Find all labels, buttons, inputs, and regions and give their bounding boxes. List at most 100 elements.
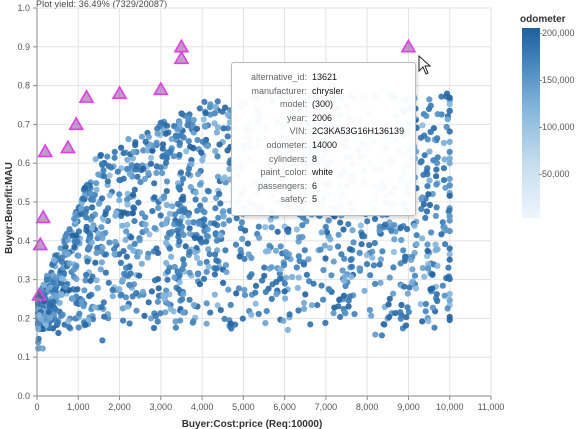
- data-point[interactable]: [340, 292, 348, 299]
- data-point[interactable]: [424, 183, 431, 190]
- data-point[interactable]: [116, 286, 123, 293]
- data-point[interactable]: [111, 154, 118, 161]
- data-point[interactable]: [116, 251, 123, 258]
- data-point[interactable]: [47, 301, 54, 308]
- data-point[interactable]: [404, 226, 411, 233]
- data-point[interactable]: [168, 228, 176, 235]
- data-point[interactable]: [412, 285, 420, 292]
- data-point[interactable]: [82, 321, 89, 328]
- data-point[interactable]: [441, 292, 448, 299]
- data-point[interactable]: [391, 236, 398, 243]
- data-point[interactable]: [446, 245, 453, 252]
- data-point[interactable]: [220, 125, 227, 132]
- data-point[interactable]: [169, 203, 176, 210]
- data-point[interactable]: [161, 194, 168, 201]
- data-point[interactable]: [98, 161, 106, 168]
- data-point[interactable]: [381, 321, 388, 328]
- data-point[interactable]: [222, 247, 229, 254]
- data-point[interactable]: [119, 276, 127, 283]
- data-point[interactable]: [444, 305, 451, 312]
- data-point[interactable]: [163, 259, 170, 267]
- data-point[interactable]: [100, 167, 107, 174]
- data-point[interactable]: [130, 191, 137, 198]
- data-point[interactable]: [194, 207, 201, 214]
- data-point[interactable]: [98, 304, 105, 311]
- data-point[interactable]: [419, 265, 426, 272]
- data-point[interactable]: [131, 218, 138, 225]
- data-point[interactable]: [172, 324, 179, 331]
- data-point[interactable]: [93, 277, 100, 284]
- data-point[interactable]: [317, 246, 324, 253]
- data-point[interactable]: [185, 219, 192, 226]
- data-point[interactable]: [150, 324, 158, 332]
- data-point[interactable]: [179, 175, 187, 183]
- data-point[interactable]: [130, 148, 137, 155]
- data-point[interactable]: [432, 212, 439, 219]
- data-point[interactable]: [86, 231, 94, 238]
- data-point[interactable]: [91, 211, 99, 218]
- data-point[interactable]: [182, 243, 189, 250]
- data-point[interactable]: [180, 231, 187, 238]
- data-point[interactable]: [83, 214, 90, 221]
- data-point[interactable]: [151, 194, 158, 201]
- data-point[interactable]: [212, 148, 219, 155]
- data-point[interactable]: [59, 311, 66, 318]
- data-point[interactable]: [377, 256, 384, 263]
- pareto-marker[interactable]: [37, 143, 54, 158]
- data-point[interactable]: [140, 147, 147, 154]
- data-point[interactable]: [179, 309, 187, 316]
- data-point[interactable]: [301, 305, 308, 312]
- data-point[interactable]: [409, 266, 416, 273]
- data-point[interactable]: [434, 154, 441, 161]
- data-point[interactable]: [133, 289, 140, 297]
- data-point[interactable]: [433, 166, 440, 173]
- data-point[interactable]: [50, 279, 57, 286]
- data-point[interactable]: [217, 232, 224, 239]
- data-point[interactable]: [120, 175, 127, 182]
- data-point[interactable]: [217, 200, 224, 207]
- data-point[interactable]: [443, 275, 450, 282]
- data-point[interactable]: [408, 256, 415, 263]
- data-point[interactable]: [224, 133, 231, 140]
- data-point[interactable]: [88, 225, 95, 232]
- data-point[interactable]: [221, 315, 228, 322]
- data-point[interactable]: [176, 142, 183, 149]
- data-point[interactable]: [118, 209, 125, 216]
- data-point[interactable]: [75, 252, 82, 259]
- data-point[interactable]: [88, 291, 95, 298]
- data-point[interactable]: [299, 222, 306, 229]
- data-point[interactable]: [104, 178, 111, 185]
- data-point[interactable]: [239, 315, 246, 322]
- data-point[interactable]: [446, 316, 453, 324]
- data-point[interactable]: [300, 261, 307, 268]
- data-point[interactable]: [216, 190, 223, 197]
- data-point[interactable]: [259, 277, 266, 284]
- data-point[interactable]: [213, 129, 220, 136]
- data-point[interactable]: [434, 135, 441, 142]
- data-point[interactable]: [273, 291, 280, 298]
- data-point[interactable]: [432, 247, 439, 254]
- data-point[interactable]: [179, 207, 186, 214]
- data-point[interactable]: [262, 224, 269, 231]
- data-point[interactable]: [340, 226, 347, 233]
- data-point[interactable]: [201, 122, 209, 130]
- data-point[interactable]: [211, 120, 218, 127]
- data-point[interactable]: [81, 184, 88, 191]
- data-point[interactable]: [87, 190, 94, 197]
- pareto-marker[interactable]: [400, 38, 417, 53]
- data-point[interactable]: [444, 116, 451, 123]
- data-point[interactable]: [87, 216, 94, 223]
- data-point[interactable]: [346, 293, 353, 300]
- data-point[interactable]: [44, 276, 51, 283]
- pareto-marker[interactable]: [78, 89, 95, 103]
- data-point[interactable]: [427, 102, 434, 109]
- data-point[interactable]: [122, 236, 129, 243]
- data-point[interactable]: [205, 233, 212, 240]
- data-point[interactable]: [348, 273, 355, 280]
- data-point[interactable]: [286, 311, 293, 318]
- data-point[interactable]: [185, 138, 192, 145]
- data-point[interactable]: [402, 253, 409, 260]
- data-point[interactable]: [100, 299, 107, 306]
- data-point[interactable]: [76, 310, 83, 317]
- data-point[interactable]: [196, 105, 203, 112]
